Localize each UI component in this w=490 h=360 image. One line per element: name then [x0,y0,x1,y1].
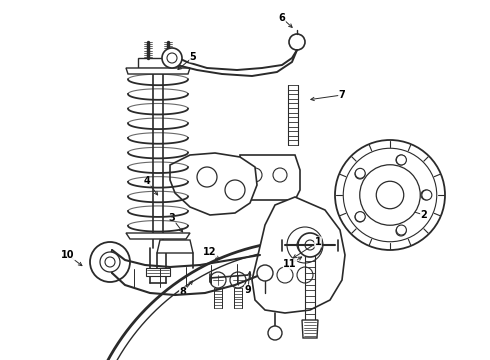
Circle shape [421,190,431,200]
Polygon shape [157,240,193,253]
Circle shape [335,140,445,250]
Circle shape [396,226,406,236]
Circle shape [355,168,365,178]
Circle shape [355,169,365,179]
Circle shape [396,155,406,165]
Circle shape [210,272,226,288]
Text: 3: 3 [169,213,175,223]
Text: 4: 4 [144,176,150,186]
Circle shape [297,267,313,283]
Circle shape [105,257,115,267]
Text: 12: 12 [203,247,217,257]
Text: 6: 6 [279,13,285,23]
Circle shape [197,167,217,187]
Text: 11: 11 [283,259,297,269]
Polygon shape [138,58,178,68]
Polygon shape [126,68,190,74]
Circle shape [273,168,287,182]
Circle shape [248,168,262,182]
Circle shape [230,272,246,288]
Circle shape [422,190,432,200]
Text: 1: 1 [315,237,321,247]
Circle shape [90,242,130,282]
Circle shape [225,180,245,200]
Circle shape [343,148,437,242]
Polygon shape [302,320,318,338]
Polygon shape [240,155,300,200]
Text: 5: 5 [190,52,196,62]
Circle shape [277,267,293,283]
Circle shape [268,326,282,340]
Circle shape [360,165,420,225]
Circle shape [355,212,365,222]
Text: 2: 2 [420,210,427,220]
Circle shape [298,233,322,257]
Circle shape [257,265,273,281]
Text: 7: 7 [339,90,345,100]
Circle shape [297,237,313,253]
Circle shape [162,48,182,68]
Polygon shape [252,197,345,313]
Polygon shape [170,153,257,215]
Circle shape [355,212,365,222]
Circle shape [287,227,323,263]
Text: 10: 10 [61,250,75,260]
Circle shape [100,252,120,272]
Circle shape [305,240,315,250]
Polygon shape [126,233,190,239]
Circle shape [376,181,404,209]
Circle shape [396,225,406,235]
Circle shape [289,34,305,50]
Text: 8: 8 [179,287,186,297]
Circle shape [167,53,177,63]
Polygon shape [146,268,170,276]
Circle shape [396,155,406,165]
Text: 9: 9 [245,285,251,295]
